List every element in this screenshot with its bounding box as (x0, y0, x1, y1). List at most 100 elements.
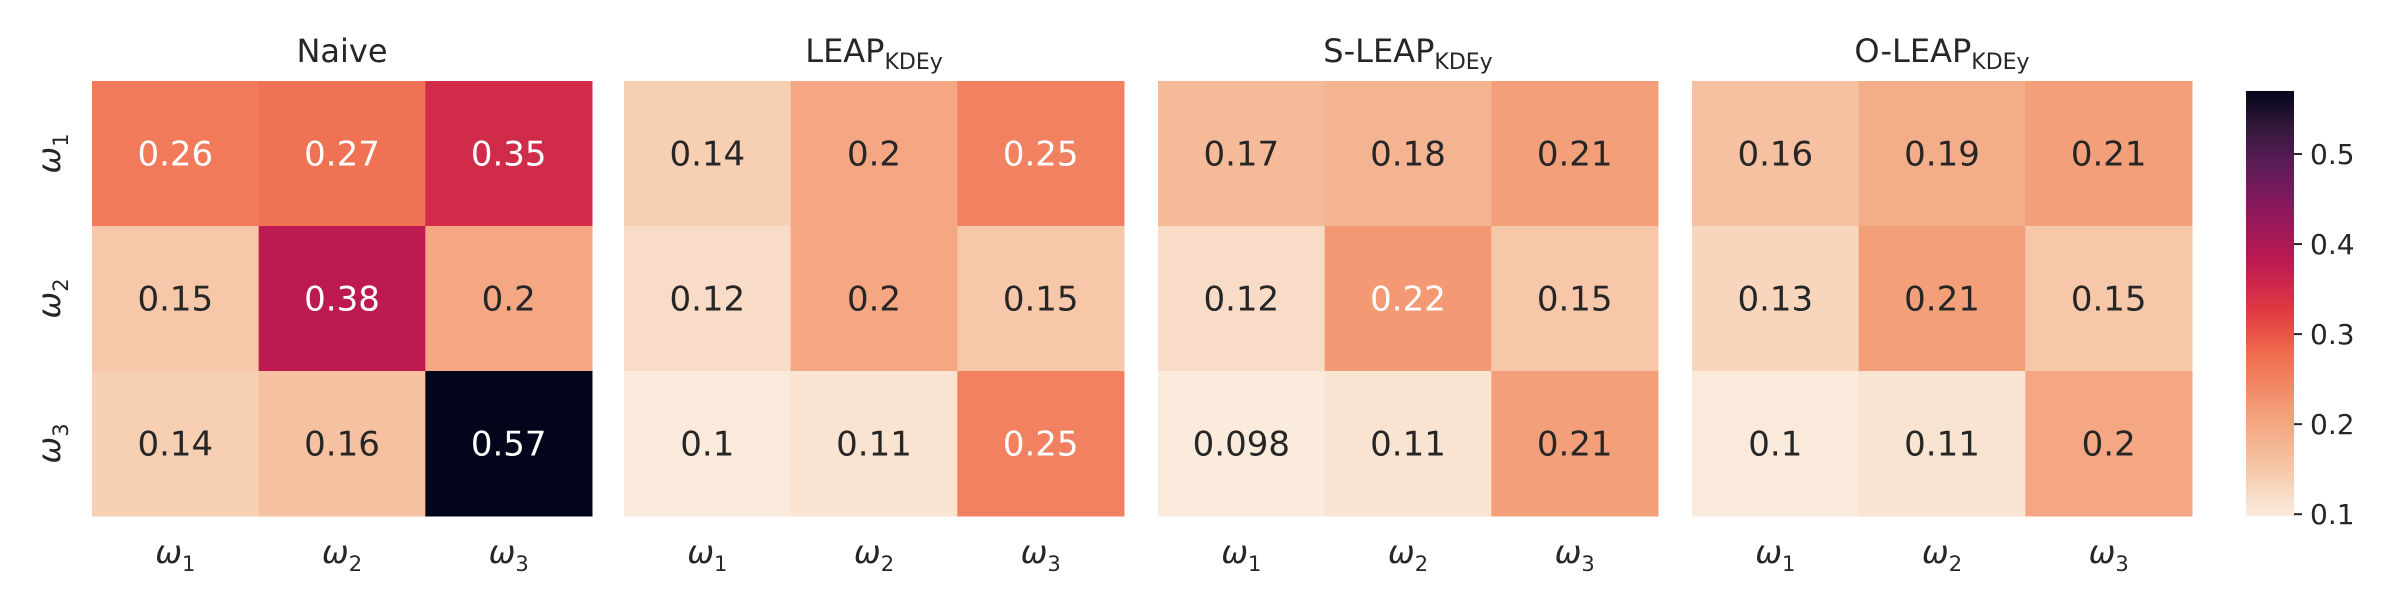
cell-value-label: 0.26 (137, 135, 213, 175)
heatmap-cell (425, 81, 593, 227)
heatmap-cell (1158, 371, 1326, 517)
heatmap-cell (624, 226, 792, 372)
heatmap-cell (957, 226, 1125, 372)
cell-value-label: 0.21 (1537, 425, 1613, 465)
cell-value-label: 0.16 (304, 425, 380, 465)
cell-value-label: 0.2 (482, 280, 536, 320)
cell-value-label: 0.2 (847, 135, 901, 175)
heatmap-cell (1692, 371, 1860, 517)
x-tick-label: ω2 (1388, 533, 1428, 576)
heatmap-cell (258, 81, 426, 227)
heatmap-cell (1158, 226, 1326, 372)
heatmap-cell (790, 226, 958, 372)
cell-value-label: 0.17 (1203, 135, 1279, 175)
heatmap-cell (1491, 226, 1659, 372)
heatmap-cell (1692, 226, 1860, 372)
colorbar-tick-label: 0.2 (2310, 408, 2355, 441)
x-tick-label: ω3 (1555, 533, 1595, 576)
x-tick-label: ω3 (1021, 533, 1061, 576)
cell-value-label: 0.16 (1737, 135, 1813, 175)
cell-value-label: 0.11 (1904, 425, 1980, 465)
heatmap-panel-2: LEAPKDEy 0.14 0.2 0.25 0.12 0.2 0.15 0.1 0.11 0.2… (624, 32, 1125, 576)
panel-title: Naive (296, 32, 387, 70)
cell-value-label: 0.38 (304, 280, 380, 320)
x-tick-label: ω1 (155, 533, 195, 576)
heatmap-panel-1: Naive 0.26 0.27 0.35 0.15 0.38 0.2 0.14 0.16 0.57… (92, 32, 593, 576)
heatmap-cell (1692, 81, 1860, 227)
heatmap-cell (1858, 371, 2026, 517)
colorbar-tick-label: 0.4 (2310, 228, 2355, 261)
heatmap-cell (1324, 81, 1492, 227)
y-tick-label: ω1 (30, 133, 73, 173)
heatmap-cell (1491, 371, 1659, 517)
colorbar-tick-label: 0.3 (2310, 318, 2355, 351)
cell-value-label: 0.27 (304, 135, 380, 175)
heatmap-panel-3: S-LEAPKDEy 0.17 0.18 0.21 0.12 0.22 0.15 0.098 0… (1158, 32, 1659, 576)
colorbar-gradient (2246, 91, 2294, 516)
cell-value-label: 0.19 (1904, 135, 1980, 175)
heatmap-cell (790, 81, 958, 227)
cell-value-label: 0.098 (1193, 425, 1290, 465)
heatmap-cell (624, 371, 792, 517)
colorbar-tick-label: 0.1 (2310, 498, 2355, 531)
heatmap-cell (1324, 226, 1492, 372)
cell-value-label: 0.21 (1904, 280, 1980, 320)
x-tick-label: ω2 (1922, 533, 1962, 576)
cell-value-label: 0.1 (1748, 425, 1802, 465)
heatmap-cell (425, 226, 593, 372)
cell-value-label: 0.15 (2071, 280, 2147, 320)
panel-title: O-LEAPKDEy (1854, 32, 2029, 75)
cell-value-label: 0.12 (669, 280, 745, 320)
cell-value-label: 0.15 (1537, 280, 1613, 320)
heatmap-cell (1158, 81, 1326, 227)
heatmap-cell (624, 81, 792, 227)
heatmap-cell (2025, 226, 2193, 372)
heatmap-cell (957, 81, 1125, 227)
x-tick-label: ω1 (1221, 533, 1261, 576)
x-tick-label: ω3 (2089, 533, 2129, 576)
heatmap-cell (1324, 371, 1492, 517)
heatmap-panel-4: O-LEAPKDEy 0.16 0.19 0.21 0.13 0.21 0.15 0.1 0.1… (1692, 32, 2193, 576)
heatmap-cell (92, 226, 260, 372)
heatmap-cell (92, 81, 260, 227)
cell-value-label: 0.14 (669, 135, 745, 175)
cell-value-label: 0.14 (137, 425, 213, 465)
x-tick-label: ω1 (1755, 533, 1795, 576)
heatmap-cell (790, 371, 958, 517)
colorbar-tick-label: 0.5 (2310, 138, 2355, 171)
cell-value-label: 0.25 (1003, 425, 1079, 465)
x-tick-label: ω2 (322, 533, 362, 576)
cell-value-label: 0.18 (1370, 135, 1446, 175)
heatmap-cell (1858, 226, 2026, 372)
colorbar: 0.1 0.2 0.3 0.4 0.5 (2246, 91, 2355, 531)
cell-value-label: 0.2 (2082, 425, 2136, 465)
panel-title: LEAPKDEy (805, 32, 943, 75)
cell-value-label: 0.15 (1003, 280, 1079, 320)
cell-value-label: 0.12 (1203, 280, 1279, 320)
cell-value-label: 0.2 (847, 280, 901, 320)
heatmap-cell (1858, 81, 2026, 227)
cell-value-label: 0.57 (471, 425, 547, 465)
x-tick-label: ω1 (687, 533, 727, 576)
cell-value-label: 0.11 (836, 425, 912, 465)
cell-value-label: 0.21 (1537, 135, 1613, 175)
heatmap-cell (258, 226, 426, 372)
x-tick-label: ω2 (854, 533, 894, 576)
heatmap-cell (425, 371, 593, 517)
cell-value-label: 0.15 (137, 280, 213, 320)
y-tick-label: ω2 (30, 278, 73, 318)
cell-value-label: 0.35 (471, 135, 547, 175)
heatmap-cell (957, 371, 1125, 517)
cell-value-label: 0.22 (1370, 280, 1446, 320)
cell-value-label: 0.13 (1737, 280, 1813, 320)
heatmap-cell (2025, 371, 2193, 517)
cell-value-label: 0.11 (1370, 425, 1446, 465)
heatmap-cell (258, 371, 426, 517)
x-tick-label: ω3 (489, 533, 529, 576)
cell-value-label: 0.1 (680, 425, 734, 465)
heatmap-cell (92, 371, 260, 517)
panel-title: S-LEAPKDEy (1323, 32, 1492, 75)
cell-value-label: 0.21 (2071, 135, 2147, 175)
y-tick-label: ω3 (30, 423, 73, 463)
